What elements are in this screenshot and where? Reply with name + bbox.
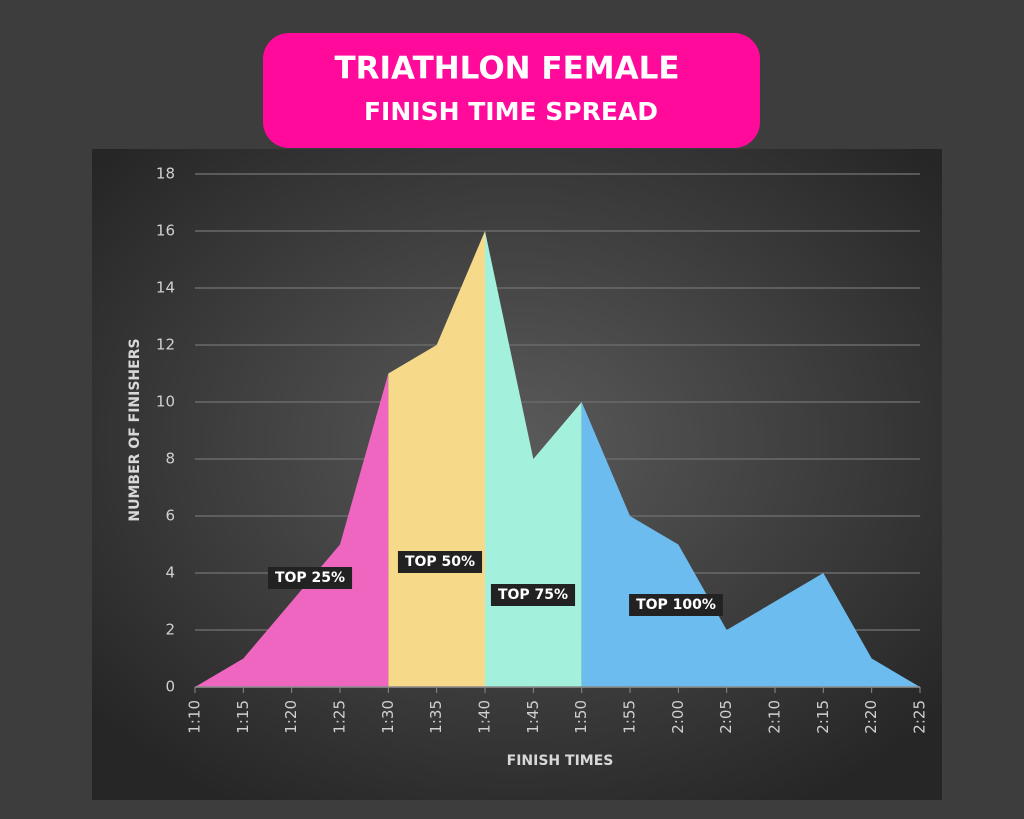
y-tick-label: 16 bbox=[156, 222, 175, 240]
x-tick-label: 2:10 bbox=[766, 700, 784, 734]
y-tick-label: 4 bbox=[165, 564, 175, 582]
x-tick-label: 2:05 bbox=[717, 700, 735, 734]
x-tick-label: 2:25 bbox=[911, 700, 929, 734]
region-label-box bbox=[267, 567, 353, 589]
region-label-box bbox=[490, 584, 576, 606]
x-tick-label: 1:30 bbox=[379, 700, 397, 734]
x-tick-label: 1:45 bbox=[524, 700, 542, 734]
region-label: TOP 50% bbox=[405, 554, 475, 570]
y-axis-title: NUMBER OF FINISHERS bbox=[127, 338, 143, 521]
x-tick-label: 1:50 bbox=[572, 700, 590, 734]
region-label-box bbox=[397, 551, 483, 573]
y-tick-label: 2 bbox=[165, 621, 175, 639]
x-tick-label: 1:55 bbox=[621, 700, 639, 734]
chart-title: TRIATHLON FEMALE bbox=[334, 51, 679, 87]
y-tick-label: 18 bbox=[156, 165, 175, 183]
y-tick-label: 10 bbox=[156, 393, 175, 411]
y-tick-label: 8 bbox=[165, 450, 175, 468]
x-tick-label: 1:10 bbox=[186, 700, 204, 734]
y-tick-label: 14 bbox=[156, 279, 175, 297]
area bbox=[485, 231, 582, 687]
plot: 0 2 4 6 8 10 12 14 16 18 1:10 1:15 1:20 1:25 1:30 1:35 1… bbox=[156, 165, 929, 734]
region-label: TOP 100% bbox=[636, 597, 716, 613]
region-label-box bbox=[629, 594, 723, 616]
y-tick-label: 12 bbox=[156, 336, 175, 354]
x-tick-label: 1:20 bbox=[282, 700, 300, 734]
x-tick-label: 1:25 bbox=[331, 700, 349, 734]
y-tick-label: 0 bbox=[165, 678, 175, 696]
x-axis-title: FINISH TIMES bbox=[507, 753, 614, 769]
x-tick-label: 2:20 bbox=[862, 700, 880, 734]
y-tick-label: 6 bbox=[165, 507, 175, 525]
x-tick-label: 2:00 bbox=[669, 700, 687, 734]
x-tick-label: 1:35 bbox=[427, 700, 445, 734]
x-tick-label: 1:40 bbox=[476, 700, 494, 734]
area bbox=[195, 373, 389, 687]
x-tick-label: 1:15 bbox=[234, 700, 252, 734]
x-tick-label: 2:15 bbox=[814, 700, 832, 734]
title-banner bbox=[263, 33, 760, 148]
region-label: TOP 25% bbox=[275, 570, 345, 586]
region-label: TOP 75% bbox=[498, 587, 568, 603]
chart-subtitle: FINISH TIME SPREAD bbox=[364, 97, 658, 126]
